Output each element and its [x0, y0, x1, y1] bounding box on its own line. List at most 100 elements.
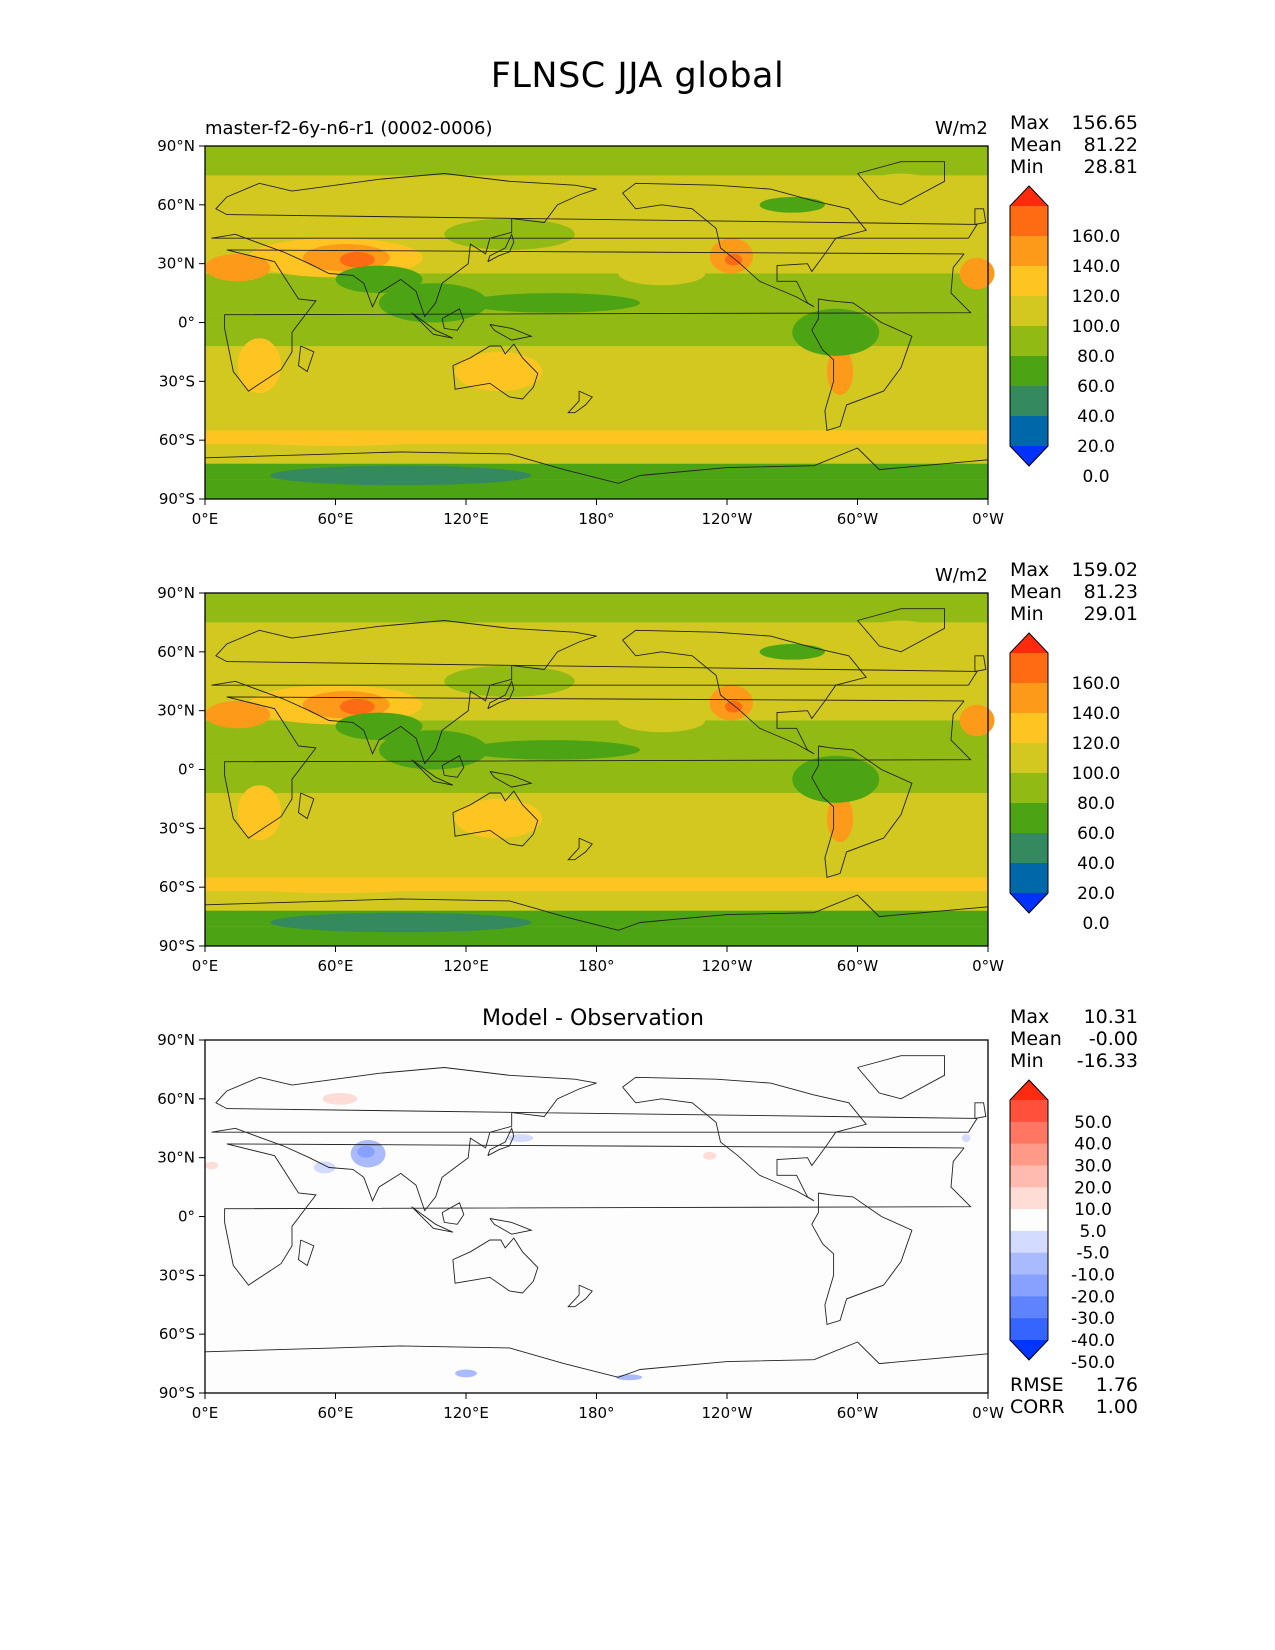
y-tick-label: 90°S [159, 937, 195, 955]
coastline [211, 173, 978, 318]
y-tick-label: 60°S [159, 1325, 195, 1343]
colorbar-segment [1010, 1318, 1048, 1341]
coastline [974, 208, 987, 225]
colorbar-extend-top [1010, 1080, 1048, 1100]
coastline [411, 759, 454, 786]
colorbar-tick-label: -50.0 [1071, 1353, 1115, 1373]
stat-max-label: Max [1010, 559, 1050, 581]
field-band [205, 720, 988, 760]
colorbar-tick-label: 40.0 [1077, 854, 1115, 874]
coastline [452, 1237, 539, 1294]
field-band [205, 675, 988, 701]
colorbar-segment [1010, 1187, 1048, 1210]
figure-title: FLNSC JJA global [490, 56, 785, 96]
field-blob [270, 465, 532, 486]
corr-label: CORR [1010, 1396, 1065, 1418]
map-frame [204, 592, 989, 947]
panel1-title-left: master-f2-6y-n6-r1 (0002-0006) [205, 118, 493, 139]
field-blob [444, 665, 575, 697]
coastline [487, 680, 515, 710]
colorbar-segment [1010, 1143, 1048, 1166]
field-blob [868, 173, 934, 197]
colorbar-segment [1010, 1165, 1048, 1188]
stat-max-label: Max [1010, 1006, 1050, 1028]
field-blob [339, 251, 375, 268]
field-band [205, 146, 988, 176]
x-tick-label: 60°W [837, 957, 879, 975]
y-tick-label: 30°S [159, 819, 195, 837]
x-tick-label: 120°E [443, 510, 489, 528]
field-band [205, 430, 988, 450]
coastline [622, 182, 867, 308]
rmse-value: 1.76 [1095, 1374, 1138, 1396]
colorbar-extend-top [1010, 633, 1048, 653]
coastline [974, 1102, 987, 1119]
map-field [204, 146, 995, 499]
field-blob [959, 704, 995, 737]
colorbar-tick-label: 100.0 [1072, 764, 1121, 784]
field-blob [868, 620, 934, 644]
colorbar-tick-label: 20.0 [1077, 437, 1115, 457]
field-blob [466, 293, 640, 313]
y-tick-label: 90°N [157, 584, 195, 602]
colorbar-tick-label: 60.0 [1077, 377, 1115, 397]
map-field [204, 1040, 989, 1393]
x-tick-label: 120°W [702, 1404, 753, 1422]
y-tick-label: 90°S [159, 1384, 195, 1402]
field-blob [709, 685, 754, 721]
stat-min-value: 28.81 [1083, 156, 1138, 178]
field-blob [455, 1369, 477, 1378]
x-tick-label: 60°E [317, 957, 353, 975]
field-blob [248, 881, 423, 894]
field-band [205, 228, 988, 254]
field-base [205, 146, 988, 499]
stat-mean-label: Mean [1010, 134, 1062, 156]
y-tick-label: 60°N [157, 643, 195, 661]
x-tick-label: 0°E [192, 1404, 219, 1422]
colorbar-segment [1010, 863, 1048, 894]
field-blob [335, 712, 423, 741]
field-blob [237, 785, 282, 841]
x-tick-label: 0°E [192, 510, 219, 528]
field-base [205, 1040, 988, 1393]
y-tick-label: 30°N [157, 702, 195, 720]
coastline [974, 655, 987, 672]
y-tick-label: 0° [178, 1208, 195, 1226]
stat-mean-value: 81.22 [1083, 134, 1138, 156]
coastline [857, 608, 945, 653]
colorbar-tick-label: -10.0 [1071, 1266, 1115, 1286]
map-frame [204, 1039, 989, 1394]
colorbar-segment [1010, 416, 1048, 447]
colorbar-segment [1010, 266, 1048, 297]
coastline [489, 771, 533, 788]
field-band [205, 877, 988, 897]
coastline [487, 1127, 515, 1157]
colorbar-tick-label: 5.0 [1079, 1222, 1106, 1242]
y-tick-label: 60°N [157, 1090, 195, 1108]
field-blob [248, 238, 423, 278]
stat-mean-label: Mean [1010, 1028, 1062, 1050]
stat-mean-label: Mean [1010, 581, 1062, 603]
coastline [411, 1206, 454, 1233]
field-blob [205, 1161, 219, 1170]
coastline [622, 629, 867, 755]
field-blob [455, 798, 543, 839]
field-blob [748, 877, 880, 890]
field-blob [748, 430, 880, 443]
coastline [211, 620, 978, 765]
x-tick-label: 0°W [972, 957, 1004, 975]
coastline [441, 755, 465, 778]
field-blob [709, 238, 754, 274]
stat-max-value: 10.31 [1083, 1006, 1138, 1028]
colorbar-segment [1010, 773, 1048, 804]
colorbar-segment [1010, 1274, 1048, 1297]
y-tick-label: 30°S [159, 372, 195, 390]
colorbar-segment [1010, 1230, 1048, 1254]
x-tick-label: 120°W [702, 957, 753, 975]
colorbar-tick-label: 80.0 [1077, 794, 1115, 814]
colorbar-tick-label: 0.0 [1082, 914, 1109, 934]
colorbar-segment [1010, 1100, 1048, 1123]
field-band [205, 175, 988, 201]
colorbar-segment [1010, 1252, 1048, 1276]
field-blob [350, 1140, 386, 1168]
